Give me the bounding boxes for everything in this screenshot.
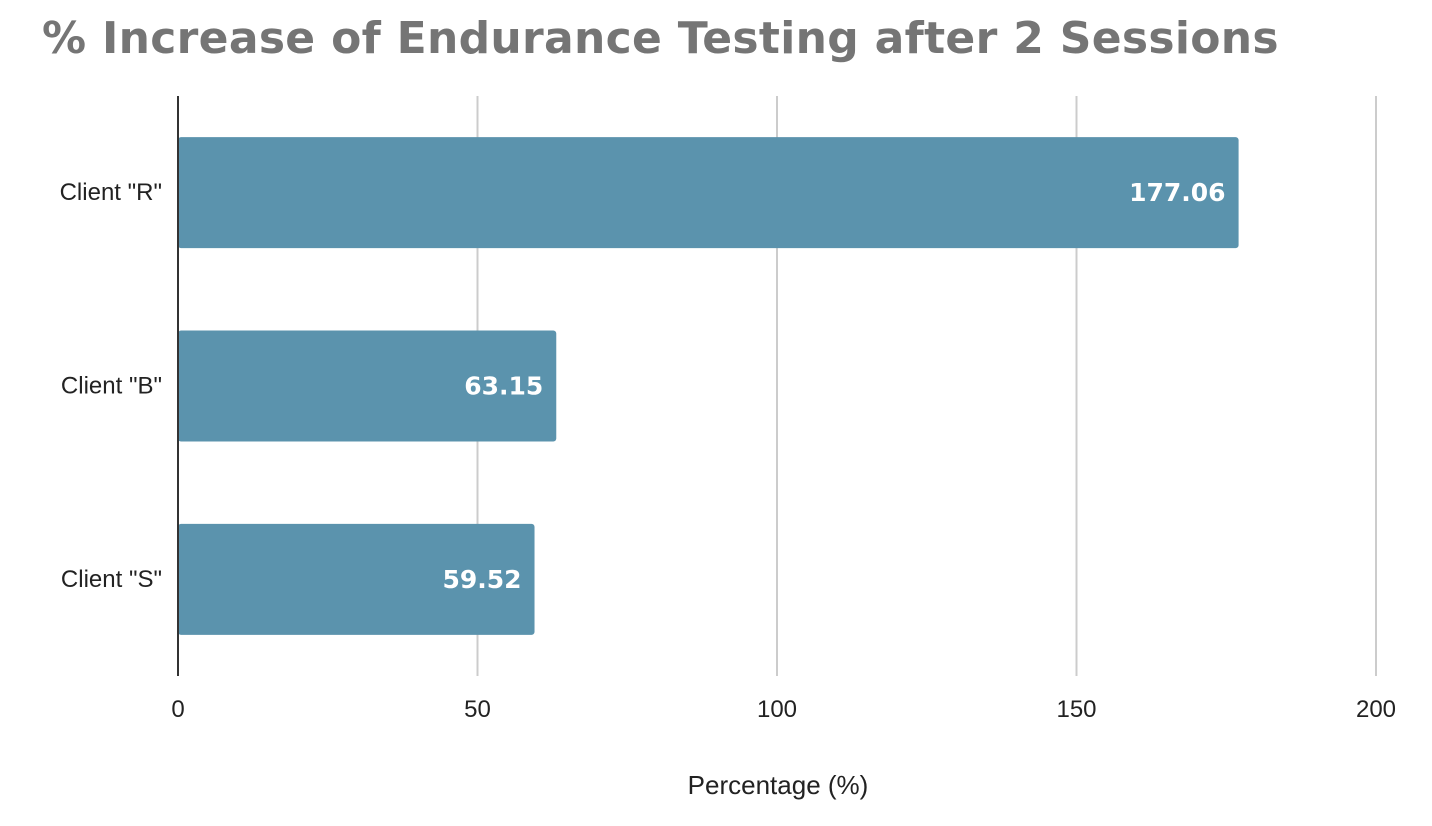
x-tick-label: 150	[1056, 696, 1096, 723]
bars	[178, 137, 1239, 635]
x-axis-title: Percentage (%)	[688, 770, 869, 800]
bar-data-label: 59.52	[442, 565, 521, 594]
x-tick-label: 200	[1356, 696, 1396, 723]
x-tick-label: 50	[464, 696, 491, 723]
chart-title: % Increase of Endurance Testing after 2 …	[42, 13, 1279, 64]
y-category-label: Client "B"	[61, 373, 162, 400]
y-category-label: Client "S"	[61, 566, 162, 593]
x-tick-label: 100	[757, 696, 797, 723]
bar	[178, 137, 1239, 249]
bar	[178, 523, 535, 635]
bar-data-label: 63.15	[464, 372, 543, 401]
x-tick-label: 0	[171, 696, 184, 723]
bar-data-label: 177.06	[1129, 178, 1225, 207]
y-category-label: Client "R"	[60, 179, 162, 206]
bar	[178, 330, 557, 442]
labels: 0 50 100 150 200 Client "R" 177.06 Client "B" 63…	[60, 178, 1396, 723]
